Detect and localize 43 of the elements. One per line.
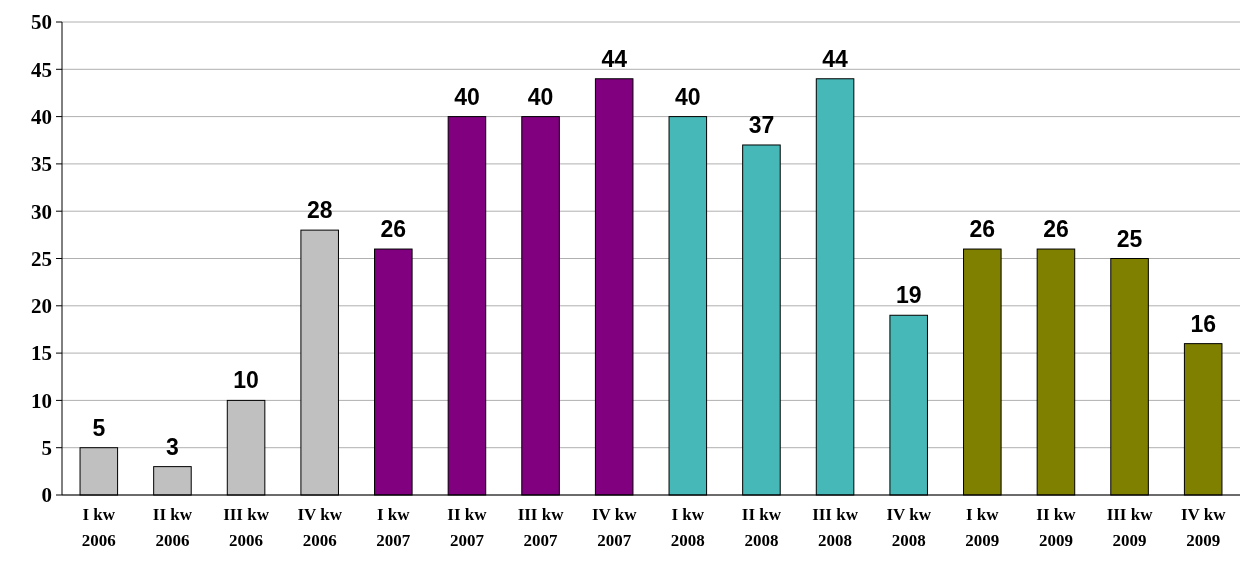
data-label: 26: [969, 216, 996, 243]
x-tick-label: I kw 2009: [965, 505, 1000, 550]
data-label: 44: [601, 45, 628, 72]
data-label: 40: [675, 83, 701, 110]
x-tick-label: IV kw 2009: [1180, 505, 1227, 550]
data-label: 10: [233, 367, 259, 394]
y-tick-label: 50: [31, 10, 52, 35]
y-tick-label: 35: [31, 152, 52, 177]
data-label: 40: [454, 83, 480, 110]
x-tick-label: IV kw 2007: [591, 505, 638, 550]
x-tick-label: III kw 2006: [223, 505, 270, 550]
y-tick-label: 40: [31, 104, 52, 129]
data-label: 44: [822, 45, 849, 72]
data-label: 25: [1116, 225, 1143, 252]
x-tick-label: II kw 2006: [152, 505, 193, 550]
x-tick-label: II kw 2007: [447, 505, 488, 550]
x-tick-label: III kw 2009: [1106, 505, 1154, 550]
y-tick-label: 10: [31, 388, 52, 413]
data-label: 5: [92, 414, 106, 441]
y-tick-label: 20: [31, 294, 52, 319]
x-tick-label: III kw 2007: [517, 505, 565, 550]
y-tick-label: 25: [31, 246, 52, 271]
data-label: 40: [527, 83, 554, 110]
data-label: 19: [895, 282, 922, 309]
x-tick-label: I kw 2006: [81, 505, 116, 550]
y-tick-label: 30: [31, 199, 52, 224]
y-tick-label: 0: [41, 483, 52, 508]
data-label: 3: [166, 433, 179, 460]
x-tick-label: III kw 2008: [812, 505, 859, 550]
y-tick-label: 5: [41, 436, 52, 461]
y-tick-label: 45: [31, 57, 52, 82]
x-tick-label: I kw 2007: [376, 505, 411, 550]
x-tick-label: IV kw 2008: [886, 505, 932, 550]
data-label: 16: [1190, 310, 1216, 337]
data-label: 37: [748, 111, 775, 138]
data-label: 28: [306, 197, 333, 224]
x-tick-label: II kw 2008: [741, 505, 782, 550]
data-label: 26: [380, 216, 407, 243]
x-tick-label: I kw 2008: [670, 505, 705, 550]
y-tick-label: 15: [31, 341, 52, 366]
data-label: 26: [1043, 216, 1069, 243]
x-tick-label: II kw 2009: [1036, 505, 1077, 550]
x-tick-label: IV kw 2006: [297, 505, 343, 550]
